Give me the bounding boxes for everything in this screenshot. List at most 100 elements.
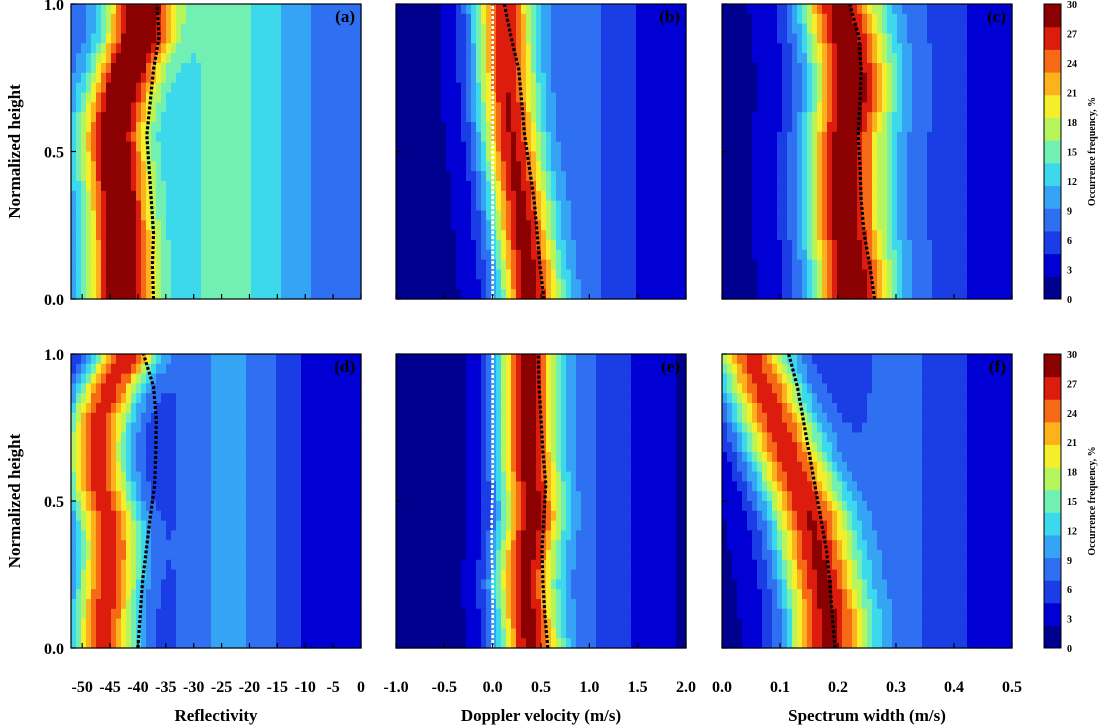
heatmap-cell	[576, 249, 582, 261]
heatmap-cell	[396, 4, 402, 15]
heatmap-cell	[847, 131, 853, 143]
heatmap-cell	[757, 141, 763, 153]
heatmap-cell	[646, 171, 652, 182]
heatmap-cell	[226, 230, 232, 241]
heatmap-cell	[807, 53, 813, 64]
heatmap-cell	[436, 102, 442, 113]
heatmap-cell	[461, 13, 467, 25]
heatmap-cell	[216, 131, 222, 143]
heatmap-cell	[616, 151, 622, 162]
heatmap-cell	[456, 33, 462, 44]
heatmap-cell	[932, 33, 938, 44]
heatmap-cell	[456, 249, 462, 261]
heatmap-cell	[772, 72, 778, 84]
heatmap-cell	[621, 23, 627, 35]
heatmap-cell	[847, 249, 853, 261]
heatmap-cell	[291, 122, 297, 133]
heatmap-cell	[767, 210, 773, 221]
heatmap-cell	[451, 33, 457, 44]
heatmap-cell	[591, 181, 597, 192]
heatmap-cell	[166, 141, 172, 153]
heatmap-cell	[326, 43, 332, 54]
heatmap-cell	[451, 210, 457, 221]
heatmap-cell	[681, 190, 687, 202]
heatmap-cell	[922, 53, 928, 64]
heatmap-cell	[962, 161, 968, 172]
heatmap-cell	[121, 23, 127, 35]
heatmap-cell	[546, 63, 552, 74]
heatmap-cell	[997, 112, 1003, 123]
heatmap-cell	[351, 82, 357, 94]
heatmap-cell	[81, 200, 87, 212]
heatmap-cell	[556, 259, 562, 271]
heatmap-cell	[256, 151, 262, 162]
heatmap-cell	[276, 289, 282, 300]
heatmap-cell	[722, 240, 728, 251]
heatmap-cell	[166, 13, 172, 25]
heatmap-cell	[917, 43, 923, 54]
heatmap-cell	[136, 141, 142, 153]
heatmap-cell	[446, 240, 452, 251]
heatmap-cell	[977, 210, 983, 221]
heatmap-cell	[176, 181, 182, 192]
heatmap-cell	[126, 171, 132, 182]
heatmap-cell	[331, 210, 337, 221]
heatmap-cell	[171, 230, 177, 241]
heatmap-cell	[987, 63, 993, 74]
heatmap-cell	[311, 4, 317, 15]
heatmap-cell	[872, 141, 878, 153]
heatmap-cell	[792, 249, 798, 261]
heatmap-cell	[656, 122, 662, 133]
heatmap-cell	[982, 181, 988, 192]
heatmap-cell	[96, 269, 102, 280]
heatmap-cell	[501, 220, 507, 231]
heatmap-cell	[206, 131, 212, 143]
heatmap-cell	[146, 289, 152, 300]
heatmap-cell	[231, 82, 237, 94]
heatmap-cell	[541, 92, 547, 103]
heatmap-cell	[326, 171, 332, 182]
heatmap-cell	[757, 122, 763, 133]
heatmap-cell	[176, 220, 182, 231]
heatmap-cell	[862, 161, 868, 172]
heatmap-cell	[86, 102, 92, 113]
heatmap-cell	[987, 190, 993, 202]
heatmap-cell	[316, 259, 322, 271]
heatmap-cell	[491, 13, 497, 25]
heatmap-cell	[291, 151, 297, 162]
heatmap-cell	[877, 4, 883, 15]
heatmap-cell	[281, 4, 287, 15]
heatmap-cell	[191, 220, 197, 231]
heatmap-cell	[732, 190, 738, 202]
heatmap-cell	[777, 13, 783, 25]
heatmap-cell	[792, 63, 798, 74]
heatmap-cell	[176, 210, 182, 221]
heatmap-cell	[782, 23, 788, 35]
heatmap-cell	[261, 220, 267, 231]
heatmap-cell	[586, 122, 592, 133]
heatmap-cell	[857, 4, 863, 15]
heatmap-cell	[156, 249, 162, 261]
heatmap-cell	[451, 72, 457, 84]
heatmap-cell	[356, 53, 362, 64]
heatmap-cell	[857, 171, 863, 182]
heatmap-cell	[977, 92, 983, 103]
heatmap-cell	[1007, 72, 1013, 84]
heatmap-cell	[241, 269, 247, 280]
heatmap-cell	[902, 102, 908, 113]
heatmap-cell	[411, 63, 417, 74]
heatmap-cell	[837, 72, 843, 84]
heatmap-cell	[176, 141, 182, 153]
heatmap-cell	[151, 161, 157, 172]
heatmap-cell	[301, 112, 307, 123]
heatmap-cell	[271, 200, 277, 212]
heatmap-cell	[1002, 151, 1008, 162]
heatmap-cell	[546, 240, 552, 251]
heatmap-cell	[666, 279, 672, 290]
heatmap-cell	[842, 72, 848, 84]
heatmap-cell	[356, 43, 362, 54]
heatmap-cell	[666, 249, 672, 261]
heatmap-cell	[481, 279, 487, 290]
heatmap-cell	[346, 181, 352, 192]
heatmap-cell	[666, 63, 672, 74]
